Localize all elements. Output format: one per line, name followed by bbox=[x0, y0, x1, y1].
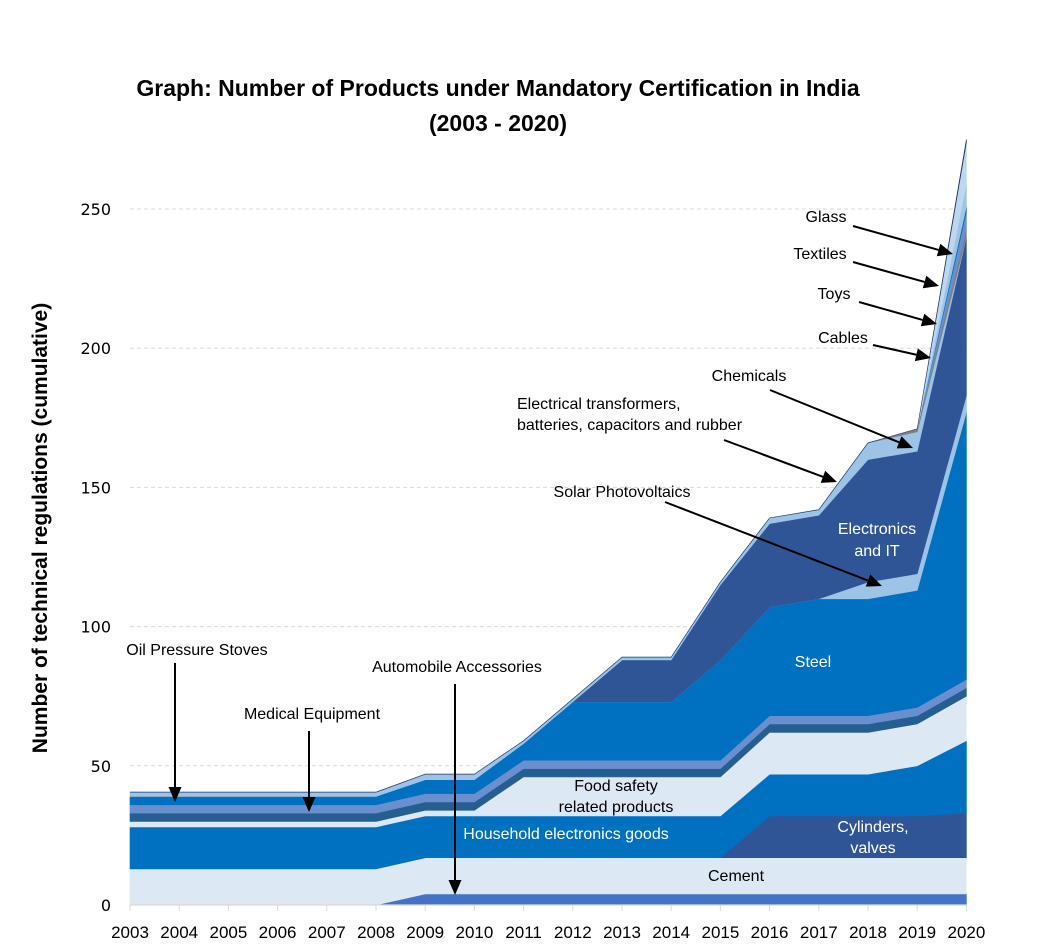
arrow-chemicals-line bbox=[769, 389, 900, 444]
annotation-household: Household electronics goods bbox=[463, 826, 668, 843]
arrow-textiles-head bbox=[922, 275, 939, 289]
annotation-electrical: Electrical transformers, bbox=[517, 396, 681, 413]
x-tick-label: 2011 bbox=[505, 923, 542, 942]
annotation-solar: Solar Photovoltaics bbox=[554, 484, 691, 501]
arrow-toys-line bbox=[858, 301, 923, 321]
axes bbox=[129, 904, 967, 911]
arrow-glass-line bbox=[852, 225, 939, 251]
arrow-auto-head bbox=[448, 880, 462, 895]
annotation-steel: Steel bbox=[795, 654, 831, 671]
annotation-arrows bbox=[168, 225, 953, 895]
y-tick-labels: 0 50 100 150 200 250 bbox=[80, 200, 111, 915]
annotation-cement: Cement bbox=[708, 868, 765, 885]
y-tick-label: 100 bbox=[80, 618, 111, 637]
annotation-cylinders: valves bbox=[850, 840, 895, 857]
x-tick-label: 2015 bbox=[701, 923, 739, 942]
annotation-electronics: Electronics bbox=[838, 521, 916, 538]
x-tick-label: 2008 bbox=[357, 923, 395, 942]
arrow-electrical-line bbox=[723, 439, 824, 478]
x-tick-label: 2014 bbox=[652, 923, 690, 942]
x-tick-label: 2018 bbox=[849, 923, 887, 942]
chart-subtitle: (2003 - 2020) bbox=[429, 110, 567, 136]
y-tick-label: 200 bbox=[80, 339, 111, 358]
x-tick-label: 2010 bbox=[455, 923, 493, 942]
x-tick-label: 2020 bbox=[947, 923, 985, 942]
arrow-textiles-line bbox=[852, 261, 925, 283]
arrow-cables-line bbox=[872, 344, 917, 356]
arrow-chemicals-head bbox=[896, 436, 913, 449]
arrow-glass-head bbox=[936, 243, 953, 257]
annotation-chemicals: Chemicals bbox=[712, 368, 787, 385]
annotation-food: Food safety bbox=[574, 778, 658, 795]
area-other bbox=[130, 139, 967, 793]
annotation-glass: Glass bbox=[806, 209, 847, 226]
x-tick-label: 2004 bbox=[160, 923, 198, 942]
arrow-electrical-head bbox=[820, 470, 837, 483]
arrow-cables-head bbox=[914, 348, 931, 362]
x-tick-label: 2007 bbox=[308, 923, 346, 942]
x-tick-label: 2006 bbox=[259, 923, 297, 942]
y-tick-label: 150 bbox=[80, 478, 111, 497]
arrow-solar-head bbox=[865, 574, 882, 587]
x-tick-labels: 2003 2004 2005 2006 2007 2008 2009 2010 2011 2012… bbox=[111, 923, 985, 942]
arrow-oil-head bbox=[168, 787, 182, 802]
annotation-electronics: and IT bbox=[854, 543, 900, 560]
x-tick-label: 2005 bbox=[209, 923, 247, 942]
y-tick-label: 0 bbox=[101, 896, 111, 915]
x-tick-label: 2013 bbox=[603, 923, 641, 942]
chart-title: Graph: Number of Products under Mandator… bbox=[136, 75, 859, 101]
x-tick-label: 2019 bbox=[898, 923, 936, 942]
annotation-cylinders: Cylinders, bbox=[837, 819, 908, 836]
x-tick-label: 2009 bbox=[406, 923, 444, 942]
arrow-toys-head bbox=[920, 313, 937, 327]
annotation-electrical: batteries, capacitors and rubber bbox=[517, 417, 743, 434]
x-tick-label: 2003 bbox=[111, 923, 149, 942]
area-layers bbox=[129, 139, 967, 906]
y-tick-label: 250 bbox=[80, 200, 111, 219]
y-tick-label: 50 bbox=[91, 757, 111, 776]
annotation-cables: Cables bbox=[818, 330, 868, 347]
annotation-food: related products bbox=[559, 799, 674, 816]
arrow-medical-head bbox=[302, 797, 316, 812]
annotation-labels: Glass Textiles Toys Cables Chemicals Electric… bbox=[126, 209, 916, 885]
y-axis-label: Number of technical regulations (cumulat… bbox=[29, 303, 52, 753]
annotation-auto: Automobile Accessories bbox=[372, 659, 542, 676]
annotation-toys: Toys bbox=[818, 286, 851, 303]
x-tick-label: 2016 bbox=[751, 923, 789, 942]
x-tick-label: 2012 bbox=[554, 923, 592, 942]
arrow-solar-line bbox=[664, 501, 869, 582]
annotation-oil: Oil Pressure Stoves bbox=[126, 642, 267, 659]
annotation-medical: Medical Equipment bbox=[244, 706, 381, 723]
x-tick-label: 2017 bbox=[800, 923, 838, 942]
annotation-textiles: Textiles bbox=[793, 246, 846, 263]
